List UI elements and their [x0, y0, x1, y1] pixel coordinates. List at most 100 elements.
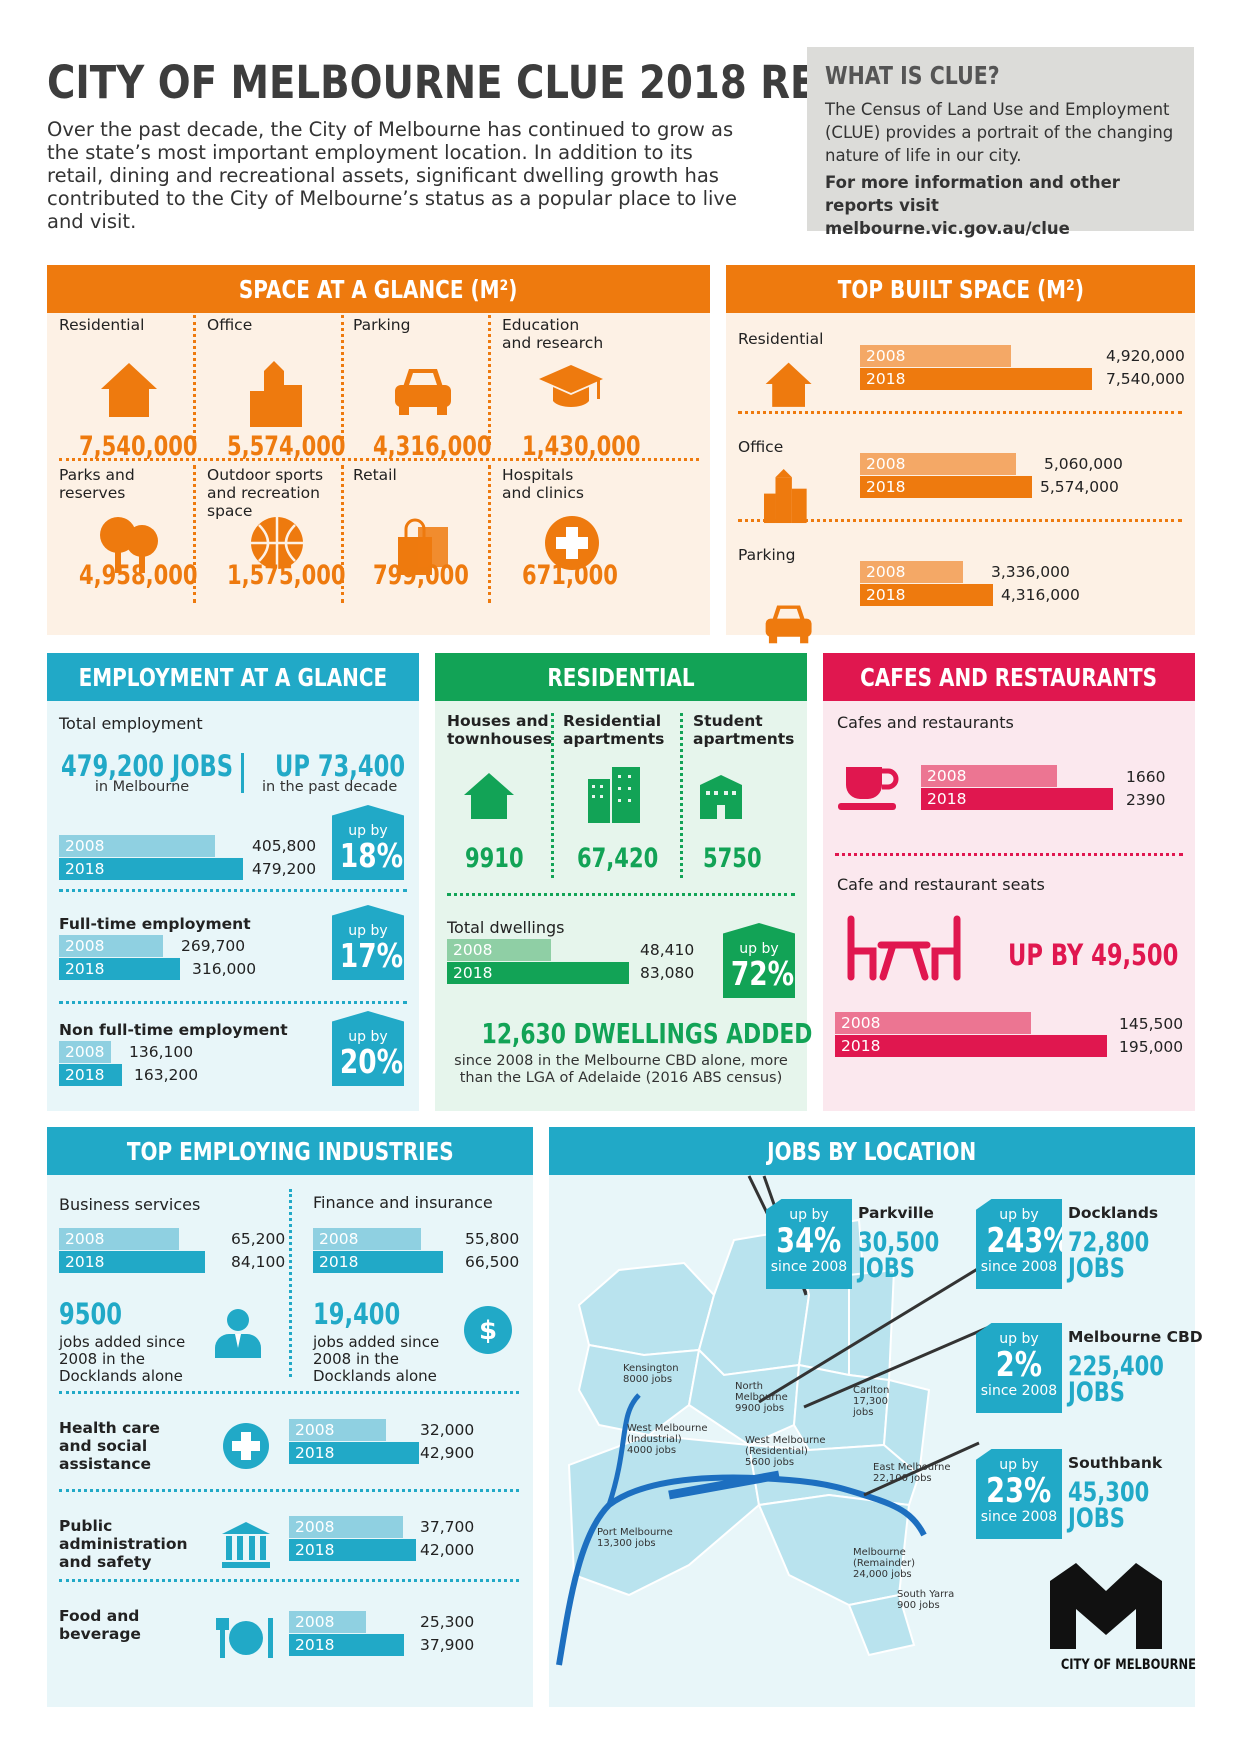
location-pct: 34%	[776, 1221, 842, 1261]
space-item-label: Office	[207, 316, 253, 334]
built-bar-2018	[860, 368, 1092, 390]
more-info-link[interactable]: For more information and other reports v…	[825, 173, 1120, 238]
location-jobs: 225,400	[1068, 1351, 1164, 1382]
cafes-bar-2008-label: 2008	[927, 767, 967, 785]
map-area-label: West Melbourne (Industrial) 4000 jobs	[627, 1423, 708, 1456]
location-up-by: up by	[999, 1457, 1039, 1473]
trees-icon	[98, 515, 160, 577]
industry-divider	[59, 1391, 519, 1394]
business-bar-2008	[59, 1228, 179, 1250]
built-2008-value: 3,336,000	[991, 563, 1070, 581]
industry-bar-2018	[289, 1442, 419, 1464]
location-pct: 23%	[986, 1471, 1052, 1511]
residential-item-label: Student apartments	[693, 712, 795, 748]
what-is-clue-box: WHAT IS CLUE? The Census of Land Use and…	[807, 47, 1194, 238]
business-2018-value: 84,100	[231, 1253, 286, 1271]
map-area-label: Port Melbourne 13,300 jobs	[597, 1527, 673, 1549]
business-bar-2008-label: 2008	[65, 1230, 105, 1248]
logo-text: CITY OF MELBOURNE	[1060, 1657, 1196, 1673]
built-divider	[738, 411, 1182, 414]
residential-vdivider	[680, 713, 683, 878]
built-2008-value: 5,060,000	[1044, 455, 1123, 473]
businessperson-icon	[215, 1309, 261, 1358]
cafes-title: CAFES AND RESTAURANTS	[860, 662, 1158, 692]
industry-bar-2008	[289, 1516, 403, 1538]
employment-bar-2008	[59, 835, 215, 857]
south-yarra-area	[847, 1593, 916, 1657]
industry-divider	[59, 1489, 519, 1492]
seats-up: UP BY 49,500	[1008, 938, 1179, 972]
finance-bar-2018-label: 2018	[319, 1253, 359, 1271]
victoria-harbour	[668, 1470, 780, 1500]
map-area-label: Carlton 17,300 jobs	[853, 1385, 890, 1418]
built-bar-2018	[860, 476, 1032, 498]
employment-up-by: up by	[348, 1029, 388, 1045]
employment-bar-2018-label: 2018	[65, 860, 105, 878]
employment-divider	[59, 889, 407, 892]
car-icon	[393, 361, 453, 421]
space-vdivider	[193, 465, 196, 603]
industries-header: TOP EMPLOYING INDUSTRIES	[47, 1127, 533, 1175]
page-title: CITY OF MELBOURNE CLUE 2018 REPORT	[47, 56, 933, 109]
map-area-label: West Melbourne (Residential) 5600 jobs	[745, 1435, 826, 1468]
location-jobs: 30,500	[858, 1227, 940, 1258]
business-label: Business services	[59, 1195, 201, 1214]
industry-bar-2018	[289, 1634, 404, 1656]
built-title: TOP BUILT SPACE (M²)	[837, 274, 1084, 304]
house-icon	[764, 361, 813, 412]
industry-2008-value: 25,300	[420, 1613, 475, 1631]
industry-2008-value: 37,700	[420, 1518, 475, 1536]
jobs-up-sub: in the past decade	[262, 779, 398, 795]
industries-vdivider	[289, 1189, 292, 1377]
location-since: since 2008	[980, 1509, 1058, 1525]
apartment-buildings-icon	[588, 765, 642, 827]
cafes-2008-value: 1660	[1126, 768, 1166, 786]
employment-pct: 18%	[339, 836, 404, 875]
yarra-river	[556, 1474, 927, 1666]
location-since: since 2008	[980, 1383, 1058, 1399]
city-of-melbourne-logo	[1050, 1563, 1162, 1649]
space-item-value: 1,575,000	[227, 560, 346, 591]
dwellings-2008-value: 48,410	[640, 941, 695, 959]
built-bar-2008	[860, 453, 1016, 475]
industry-row-label: Food and beverage	[59, 1607, 141, 1643]
business-bar-2018	[59, 1251, 205, 1273]
government-building-icon	[220, 1520, 272, 1572]
built-bar-2008	[860, 345, 1011, 367]
residential-divider	[447, 893, 795, 896]
industry-row-label: Public administration and safety	[59, 1517, 188, 1571]
industry-bar-2008	[289, 1611, 366, 1633]
finance-added-sub: jobs added since 2008 in the Docklands a…	[313, 1333, 440, 1385]
basketball-icon	[249, 515, 305, 575]
what-is-clue-body: The Census of Land Use and Employment (C…	[825, 100, 1174, 165]
space-item-value: 4,316,000	[373, 431, 492, 462]
business-added: 9500	[59, 1297, 122, 1331]
location-name: Melbourne CBD	[1068, 1328, 1203, 1346]
built-bar-2018-label: 2018	[866, 370, 906, 388]
graduation-cap-icon	[539, 361, 605, 413]
location-badge: up by 34% since 2008	[766, 1199, 852, 1289]
finance-added: 19,400	[313, 1297, 401, 1331]
dwellings-up-badge: up by 72%	[723, 923, 795, 998]
location-up-by: up by	[999, 1331, 1039, 1347]
medical-cross-icon	[222, 1422, 270, 1474]
built-item-label: Office	[738, 438, 784, 456]
location-pct: 243%	[986, 1221, 1071, 1261]
space-vdivider	[488, 315, 491, 445]
residential-panel: RESIDENTIAL Houses and townhouses 9910 Res…	[435, 653, 812, 1111]
melbourne-map	[556, 1175, 990, 1666]
seats-bar-2018	[835, 1035, 1107, 1057]
employment-2018-value: 316,000	[192, 960, 257, 978]
location-up-by: up by	[999, 1207, 1039, 1223]
location-since: since 2008	[770, 1259, 848, 1275]
employment-bar-2008	[59, 935, 163, 957]
office-building-icon	[250, 361, 304, 431]
map-area-label: South Yarra 900 jobs	[897, 1589, 955, 1611]
location-pct: 2%	[995, 1345, 1043, 1385]
space-header: SPACE AT A GLANCE (M²)	[47, 265, 710, 313]
cutlery-plate-icon	[216, 1614, 276, 1666]
industry-2018-value: 37,900	[420, 1636, 475, 1654]
residential-header: RESIDENTIAL	[435, 653, 807, 701]
dwellings-bar-2008	[447, 939, 551, 961]
space-item-label: Parks and reserves	[59, 466, 135, 502]
